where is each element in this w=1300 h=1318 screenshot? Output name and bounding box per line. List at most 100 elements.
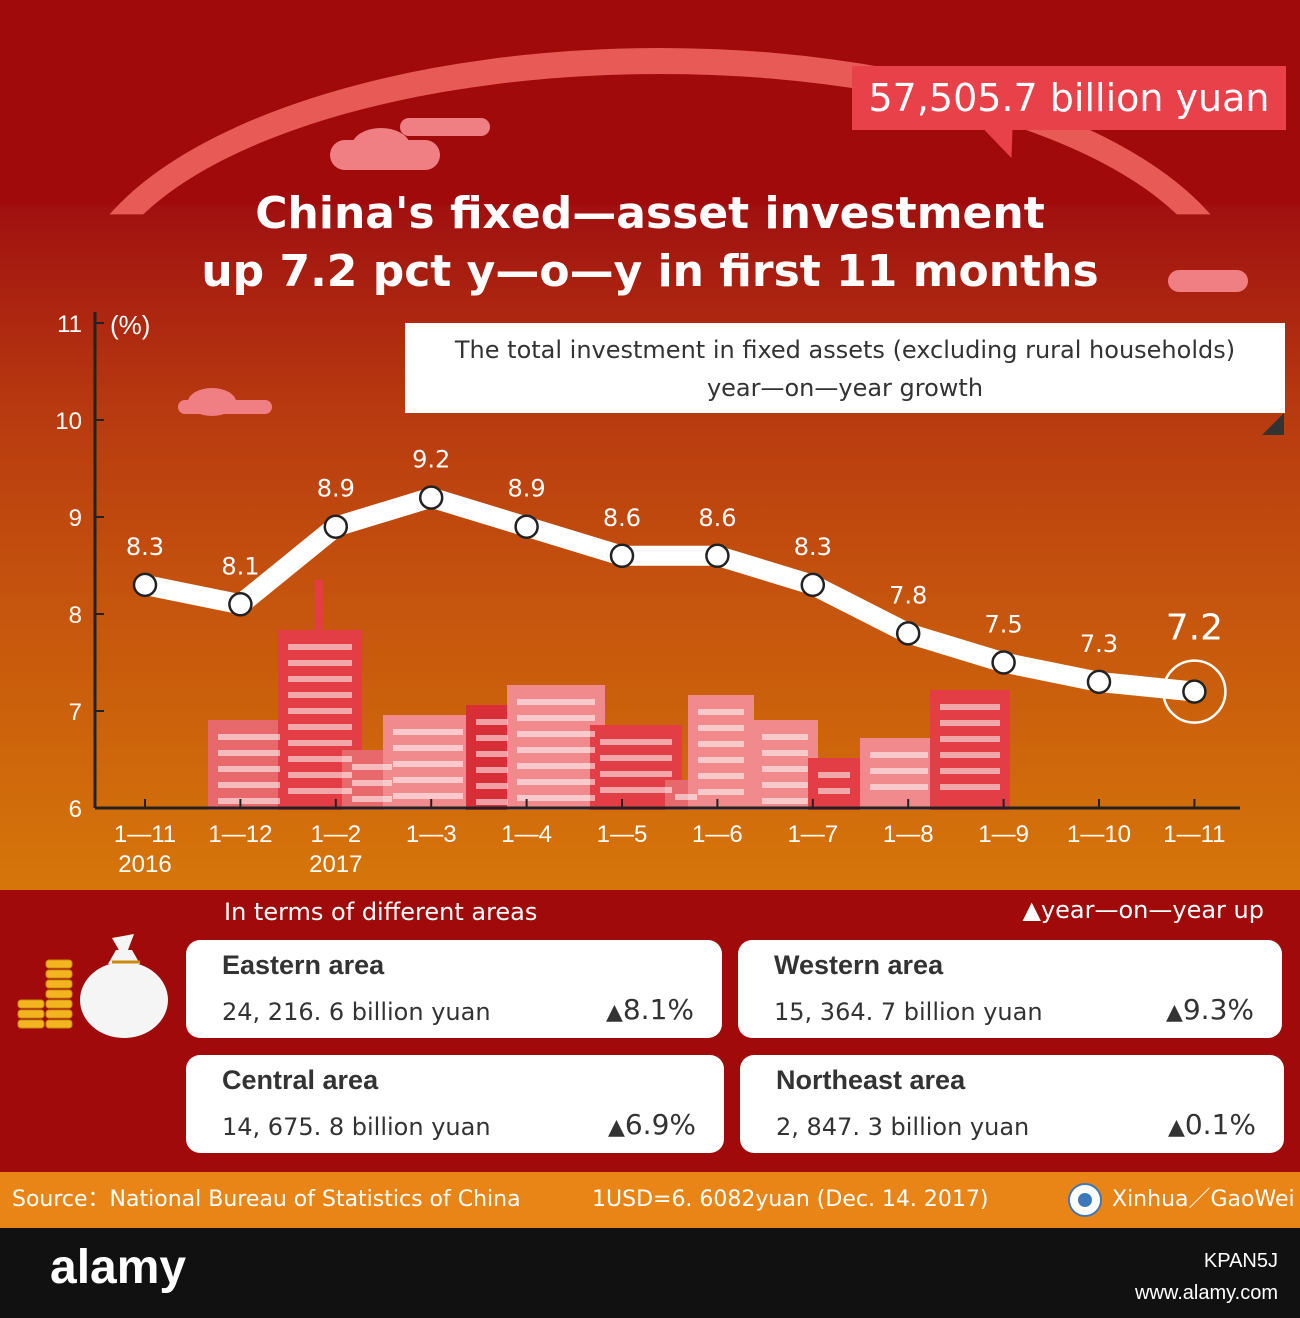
data-point	[1086, 669, 1112, 695]
data-label: 8.9	[508, 475, 546, 503]
area-investment: 2, 847. 3 billion yuan	[776, 1113, 1030, 1141]
growth-line-chart: 6 7 8 9 10 11 (%) 1—11 2016 1—12 1—2 2017 1—3 1—4 1—5 1…	[55, 310, 1240, 878]
building-window	[600, 771, 672, 777]
data-label: 8.6	[698, 504, 736, 532]
chart-line-layer	[132, 485, 1227, 724]
building-window	[476, 735, 508, 741]
building-window	[476, 719, 508, 725]
building-window	[476, 783, 508, 789]
building-window	[218, 734, 280, 740]
x-tick-label: 1—4	[501, 821, 552, 848]
credit-text: Xinhua／GaoWei	[1112, 1187, 1295, 1212]
area-growth-value: 0.1%	[1184, 1108, 1256, 1141]
area-growth-value: 8.1%	[622, 993, 694, 1026]
data-label: 7.5	[985, 611, 1023, 639]
area-card-eastern: Eastern area 24, 216. 6 billion yuan ▲8.…	[186, 940, 722, 1038]
area-name: Eastern area	[222, 950, 385, 980]
xinhua-logo-icon	[1068, 1183, 1102, 1217]
data-point	[418, 485, 444, 510]
data-label: 9.2	[412, 446, 450, 474]
building-window	[870, 768, 928, 774]
building-window	[517, 795, 595, 801]
cloud-decoration	[352, 128, 410, 164]
data-label: 7.2	[1166, 608, 1223, 649]
building-window	[393, 745, 463, 751]
building-window	[288, 772, 352, 778]
building-window	[218, 750, 280, 756]
area-growth: ▲8.1%	[606, 993, 694, 1026]
building-window	[698, 773, 744, 779]
page-title: China's fixed—asset investment up 7.2 pc…	[0, 185, 1300, 301]
building-window	[517, 747, 595, 753]
building-window	[600, 787, 672, 793]
source-text: Source：National Bureau of Statistics of …	[12, 1187, 521, 1212]
building-window	[288, 724, 352, 730]
watermark-bar	[0, 1228, 1300, 1318]
exchange-rate-text: 1USD=6. 6082yuan (Dec. 14. 2017)	[592, 1187, 989, 1212]
area-name: Central area	[222, 1065, 379, 1095]
building-window	[940, 768, 1000, 774]
alamy-logo: alamy	[50, 1241, 187, 1294]
data-point	[132, 572, 158, 598]
antenna	[315, 580, 323, 640]
yoy-legend: ▲year—on—year up	[1022, 896, 1264, 924]
building-window	[393, 761, 463, 767]
x-year-label: 2017	[309, 851, 362, 878]
chart-axes: 6 7 8 9 10 11 (%) 1—11 2016 1—12 1—2 2017 1—3 1—4 1—5 1…	[55, 310, 1240, 878]
x-tick-label: 1—12	[208, 821, 272, 848]
building-window	[762, 798, 808, 804]
building-window	[698, 757, 744, 763]
x-tick-label: 1—10	[1067, 821, 1131, 848]
building-window	[870, 784, 928, 790]
building-window	[818, 772, 850, 778]
data-point	[323, 514, 349, 539]
building-window	[940, 736, 1000, 742]
cloud-decoration	[1168, 270, 1248, 292]
building-window	[762, 734, 808, 740]
building-window	[698, 725, 744, 731]
building-window	[352, 796, 392, 802]
x-tick-label: 1—9	[978, 821, 1029, 848]
building-window	[476, 767, 508, 773]
building-window	[288, 644, 352, 650]
building-window	[698, 709, 744, 715]
area-investment: 15, 364. 7 billion yuan	[774, 998, 1043, 1026]
building-window	[600, 739, 672, 745]
areas-title: In terms of different areas	[224, 898, 538, 926]
up-triangle-icon: ▲	[1165, 1000, 1183, 1025]
building-window	[476, 799, 508, 805]
building-window	[352, 764, 392, 770]
area-name: Western area	[774, 950, 944, 980]
data-label: 8.3	[126, 533, 164, 561]
y-tick-label: 8	[69, 602, 82, 629]
area-investment: 24, 216. 6 billion yuan	[222, 998, 491, 1026]
building-window	[698, 789, 744, 795]
image-id: KPAN5J	[1203, 1250, 1278, 1272]
y-tick-label: 11	[57, 311, 82, 338]
y-tick-label: 9	[69, 505, 82, 532]
building-window	[940, 752, 1000, 758]
title-line-1: China's fixed—asset investment	[255, 188, 1045, 239]
x-tick-label: 1—2	[310, 821, 361, 848]
area-card-central: Central area 14, 675. 8 billion yuan ▲6.…	[186, 1055, 724, 1153]
data-point	[991, 650, 1016, 675]
building-window	[288, 676, 352, 682]
data-point	[228, 592, 253, 617]
x-tick-label: 1—11	[1163, 821, 1225, 848]
highlight-ring	[1162, 659, 1227, 724]
data-point	[1182, 679, 1207, 704]
building-window	[675, 794, 697, 800]
building-window	[218, 766, 280, 772]
building-window	[393, 777, 463, 783]
building-window	[698, 741, 744, 747]
subtitle-corner-decoration	[1262, 413, 1284, 435]
building-window	[762, 766, 808, 772]
building-window	[393, 793, 463, 799]
area-growth-value: 6.9%	[624, 1108, 696, 1141]
building-window	[940, 704, 1000, 710]
area-growth: ▲9.3%	[1166, 993, 1254, 1026]
building-window	[517, 731, 595, 737]
building-window	[940, 784, 1000, 790]
chart-subtitle-box: The total investment in fixed assets (ex…	[405, 323, 1285, 413]
building-window	[870, 752, 928, 758]
